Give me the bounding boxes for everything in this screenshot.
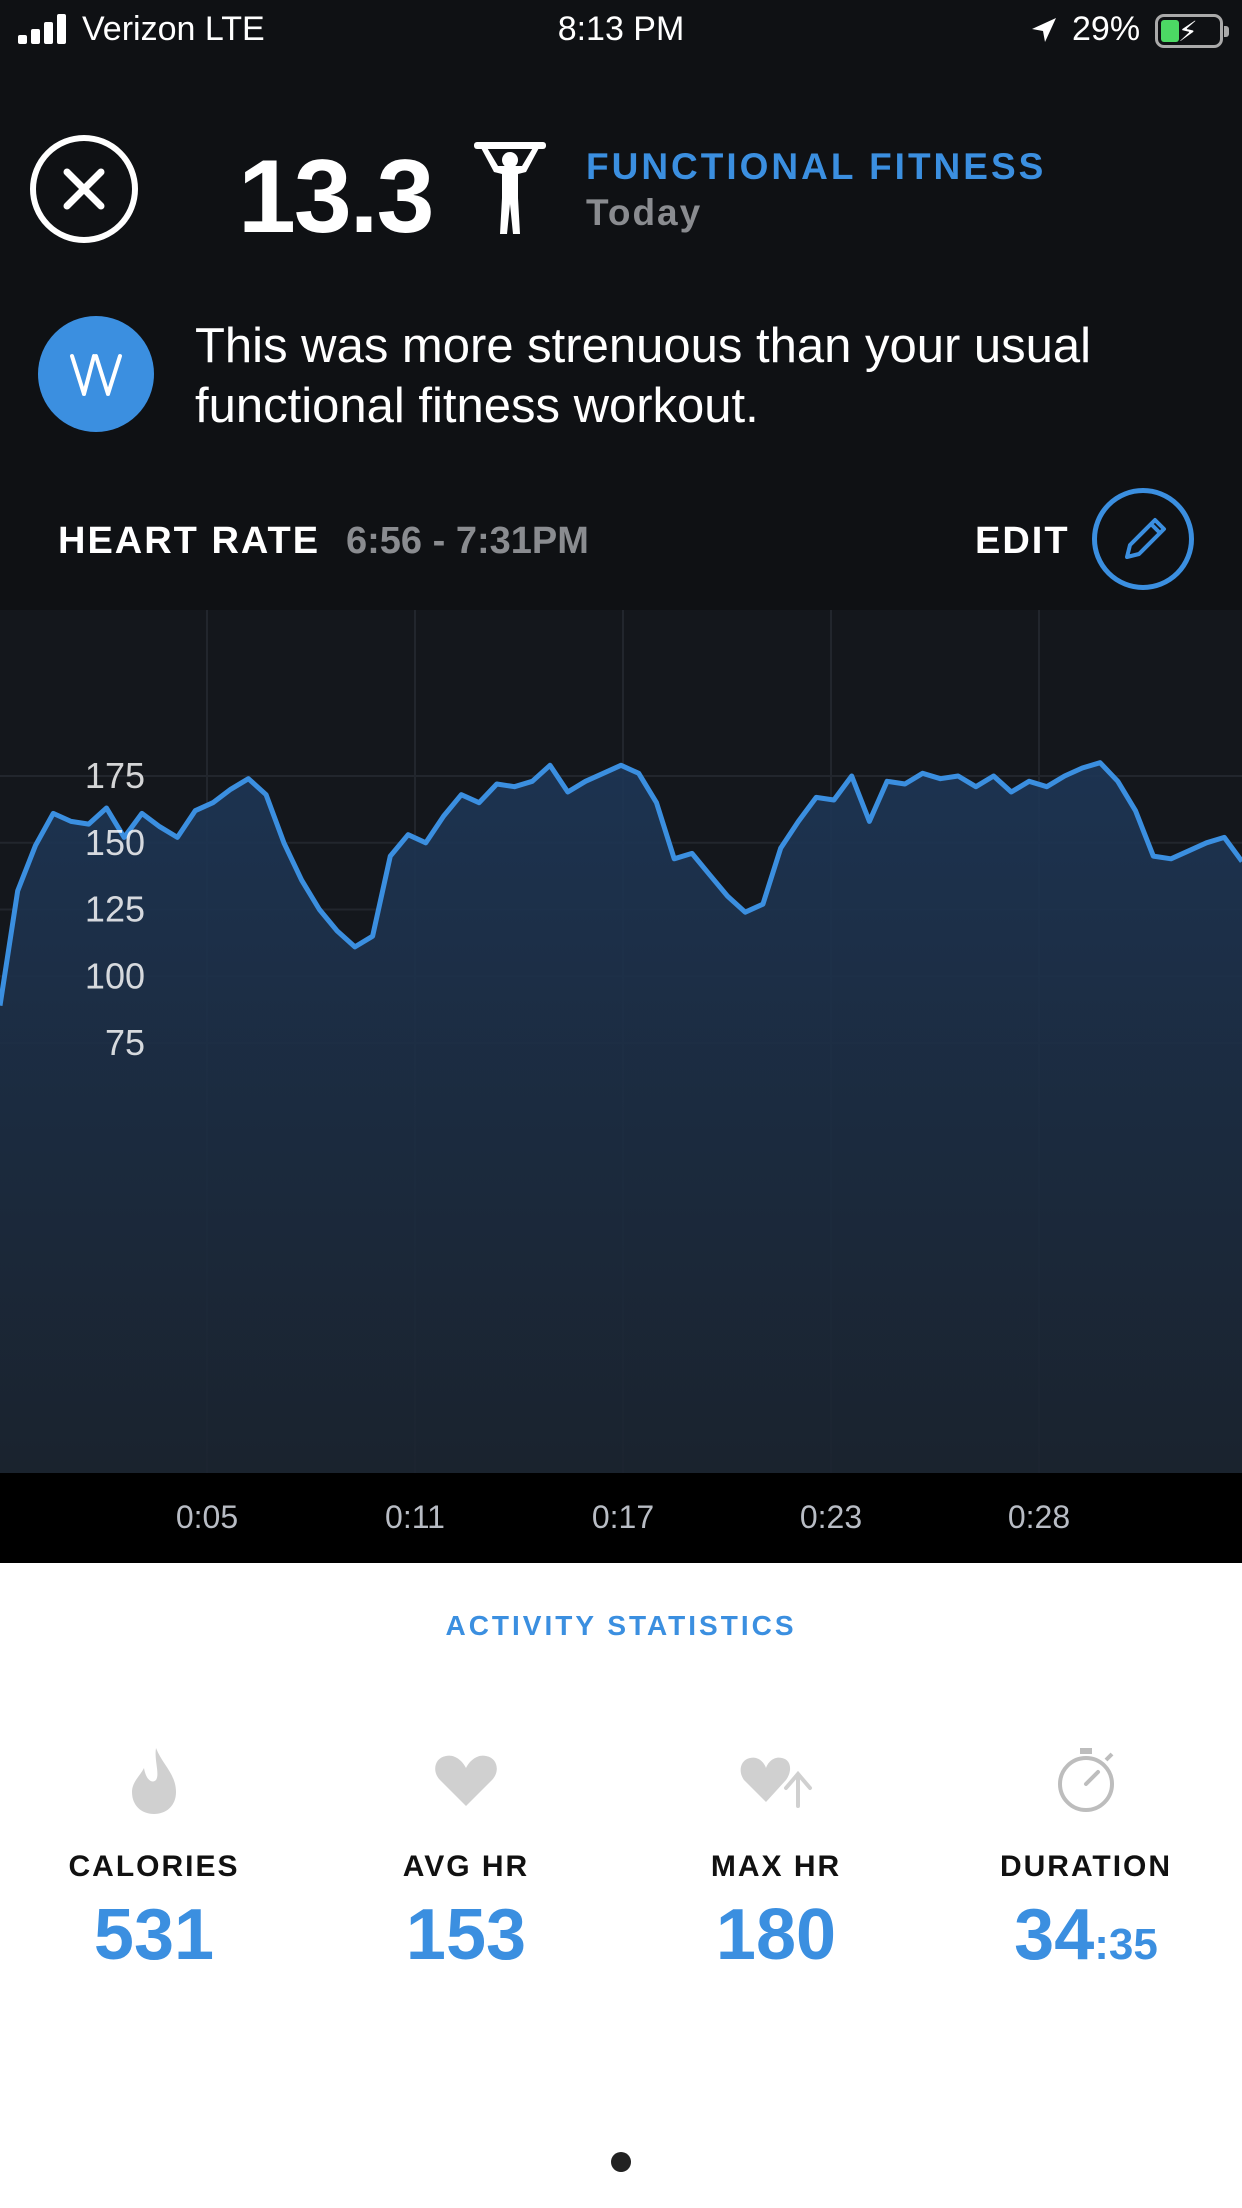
stat-value: 531: [93, 1895, 215, 1975]
x-tick-label: 0:23: [800, 1499, 862, 1535]
heart-rate-range: 6:56 - 7:31PM: [346, 520, 589, 562]
x-tick-label: 0:05: [176, 1499, 238, 1535]
stat-label: DURATION: [999, 1850, 1173, 1883]
y-tick-label: 150: [85, 822, 145, 863]
stat-calories: CALORIES 531: [4, 1740, 304, 1976]
strain-score: 13.3: [238, 139, 434, 255]
stat-label: CALORIES: [68, 1850, 240, 1883]
stat-max-hr: MAX HR 180: [626, 1740, 926, 1976]
stat-avg-hr: AVG HR 153: [316, 1740, 616, 1976]
location-arrow-icon: [1032, 18, 1056, 42]
heart-rate-label: HEART RATE: [58, 520, 321, 562]
activity-statistics-title: ACTIVITY STATISTICS: [445, 1610, 797, 1641]
x-tick-label: 0:28: [1008, 1499, 1070, 1535]
x-tick-label: 0:11: [385, 1499, 445, 1535]
flame-icon: [132, 1748, 176, 1814]
heart-rate-chart: 175 150 125 100 75 0:05 0:11 0:17 0:23 0:28: [0, 610, 1242, 1563]
y-tick-label: 175: [85, 755, 145, 796]
coach-message: This was more strenuous than your usual …: [195, 319, 1092, 433]
duration-seconds: :35: [1094, 1920, 1158, 1969]
stopwatch-icon: [1058, 1748, 1114, 1812]
stat-value: 180: [715, 1895, 837, 1975]
heart-rate-area: [0, 762, 1242, 1473]
stat-duration: DURATION 34:35: [936, 1740, 1236, 1976]
pencil-icon: [1125, 518, 1166, 559]
activity-date: Today: [586, 192, 703, 233]
close-button[interactable]: [30, 135, 138, 243]
signal-icon: [18, 14, 68, 44]
coach-icon: [38, 316, 154, 432]
heart-rate-line: [0, 760, 1242, 1006]
stat-label: AVG HR: [402, 1850, 530, 1883]
activity-name: FUNCTIONAL FITNESS: [586, 146, 1047, 187]
carrier-label: Verizon LTE: [82, 10, 265, 48]
edit-label[interactable]: EDIT: [975, 520, 1070, 562]
duration-minutes: 34: [1014, 1895, 1095, 1975]
y-tick-label: 75: [105, 1022, 145, 1063]
status-time: 8:13 PM: [557, 10, 685, 48]
close-icon: [63, 168, 105, 210]
heart-icon: [435, 1755, 497, 1806]
heart-up-icon: [740, 1757, 812, 1808]
status-bar: Verizon LTE 8:13 PM 29% ⚡: [0, 0, 1242, 60]
y-tick-label: 100: [85, 955, 145, 996]
stat-value: 34:35: [936, 1894, 1236, 1976]
page-indicator-dot[interactable]: [611, 2152, 631, 2172]
stat-label: MAX HR: [710, 1850, 842, 1883]
stat-value: 153: [405, 1895, 527, 1975]
edit-button[interactable]: [1092, 488, 1194, 590]
y-tick-label: 125: [85, 889, 145, 930]
battery-percent: 29%: [1072, 10, 1141, 48]
battery-icon: ⚡: [1155, 14, 1229, 48]
x-tick-label: 0:17: [592, 1499, 654, 1535]
pullup-person-icon: [474, 142, 546, 234]
